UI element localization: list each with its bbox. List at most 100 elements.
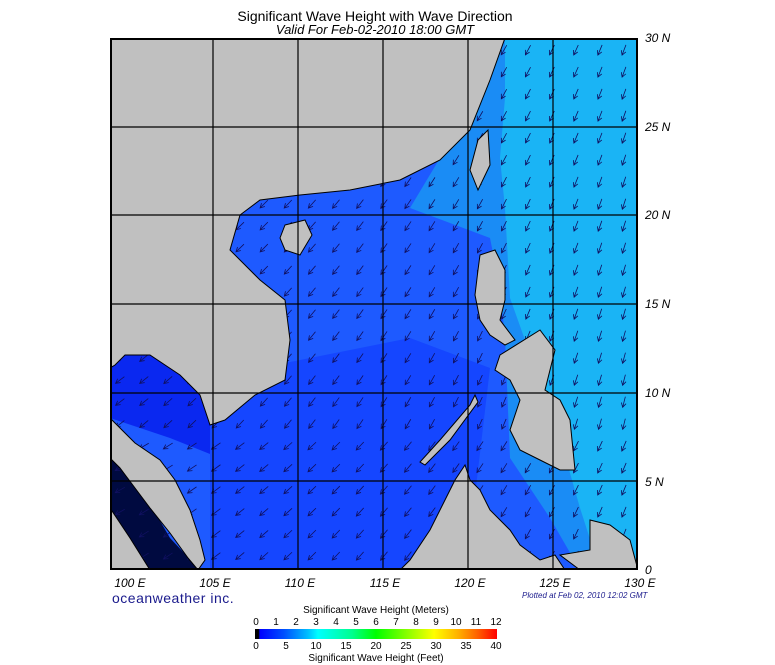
meter-tick-label: 12: [490, 617, 502, 628]
wave-direction-arrow: [524, 507, 532, 518]
wave-direction-arrow: [596, 264, 603, 277]
wave-direction-arrow: [572, 198, 579, 210]
map-title: Significant Wave Height with Wave Direct…: [237, 8, 513, 24]
wave-direction-arrow: [524, 242, 531, 254]
wave-direction-arrow: [404, 177, 412, 188]
wave-direction-arrow: [524, 66, 531, 78]
wave-direction-arrow: [620, 440, 627, 452]
wave-direction-arrow: [428, 177, 436, 188]
wave-direction-arrow: [621, 352, 627, 365]
latitude-label: 20 N: [645, 208, 671, 223]
wave-direction-arrow: [572, 176, 579, 188]
wave-direction-arrow: [163, 420, 173, 429]
wave-direction-arrow: [356, 353, 364, 364]
wave-direction-arrow: [283, 397, 292, 407]
wave-direction-arrow: [452, 243, 460, 254]
wave-direction-arrow: [283, 199, 293, 209]
wave-direction-arrow: [524, 110, 531, 122]
wave-direction-arrow: [283, 507, 293, 517]
latitude-label: 30 N: [645, 31, 671, 45]
wave-direction-arrow: [308, 353, 316, 363]
wave-direction-arrow: [596, 308, 603, 321]
wave-direction-arrow: [139, 354, 149, 362]
wave-direction-arrow: [596, 88, 603, 100]
latitude-label: 0: [645, 563, 652, 578]
feet-tick-label: 15: [340, 641, 352, 652]
wave-direction-arrow: [500, 176, 507, 188]
wave-height-map: [110, 38, 638, 570]
wave-direction-arrow: [331, 551, 341, 561]
wave-direction-arrow: [356, 375, 364, 386]
meter-tick-label: 4: [333, 617, 339, 628]
land-sulawesi: [558, 519, 638, 570]
latitude-label: 10 N: [645, 385, 671, 400]
wave-direction-arrow: [428, 375, 436, 386]
wave-direction-arrow: [332, 353, 340, 364]
wave-direction-arrow: [428, 396, 435, 408]
wave-direction-arrow: [596, 374, 603, 387]
meter-tick-label: 1: [273, 617, 279, 628]
wave-direction-arrow: [500, 110, 507, 122]
wave-direction-arrow: [283, 486, 293, 495]
wave-direction-arrow: [380, 353, 388, 364]
wave-direction-arrow: [524, 264, 531, 276]
wave-direction-arrow: [234, 442, 245, 450]
wave-direction-arrow: [476, 418, 483, 430]
wave-direction-arrow: [283, 265, 292, 275]
wave-direction-arrow: [163, 398, 173, 407]
wave-direction-arrow: [404, 353, 412, 364]
meter-tick-label: 6: [373, 617, 379, 628]
latitude-label: 15 N: [645, 297, 671, 312]
wave-direction-arrow: [596, 154, 603, 166]
wave-direction-arrow: [138, 530, 149, 538]
wave-direction-arrow: [307, 309, 316, 319]
wave-direction-arrow: [596, 484, 603, 496]
wave-direction-arrow: [332, 375, 340, 386]
wave-direction-arrow: [356, 309, 364, 320]
wave-direction-arrow: [596, 66, 603, 78]
feet-tick-label: 40: [490, 641, 502, 652]
wave-direction-arrow: [500, 132, 507, 144]
wave-direction-arrow: [476, 463, 484, 474]
meter-tick-label: 11: [470, 617, 482, 628]
wave-direction-arrow: [596, 396, 603, 409]
wave-direction-arrow: [162, 552, 173, 560]
wave-direction-arrow: [572, 484, 579, 496]
wave-direction-arrow: [187, 397, 197, 407]
wave-direction-arrow: [572, 44, 579, 56]
wave-direction-arrow: [404, 309, 412, 320]
wave-direction-arrow: [114, 486, 125, 494]
wave-direction-arrow: [235, 243, 245, 253]
wave-direction-arrow: [138, 508, 149, 516]
wave-direction-arrow: [428, 265, 436, 276]
wave-direction-arrow: [283, 529, 293, 539]
wave-direction-arrow: [452, 330, 459, 342]
land-borneo: [399, 463, 566, 570]
wave-direction-arrow: [404, 529, 412, 539]
wave-direction-arrow: [403, 463, 412, 473]
wave-direction-arrow: [307, 463, 317, 473]
wave-direction-arrow: [259, 530, 269, 539]
wave-direction-arrow: [380, 419, 388, 430]
wave-direction-arrow: [259, 419, 268, 429]
wave-direction-arrow: [356, 287, 364, 298]
wave-direction-arrow: [355, 485, 365, 495]
wave-direction-arrow: [331, 221, 340, 231]
wave-direction-arrow: [476, 198, 484, 210]
wave-direction-arrow: [331, 529, 341, 539]
wave-direction-arrow: [620, 484, 627, 496]
wave-direction-arrow: [308, 419, 316, 430]
wave-direction-arrow: [307, 485, 317, 495]
wave-direction-arrow: [620, 220, 627, 233]
wave-direction-arrow: [428, 287, 436, 298]
wave-direction-arrow: [620, 462, 627, 474]
wave-direction-arrow: [596, 330, 603, 343]
wave-direction-arrow: [476, 242, 483, 254]
land-sumatra: [110, 507, 151, 570]
wave-direction-arrow: [356, 221, 364, 232]
wave-direction-arrow: [572, 264, 579, 276]
wave-direction-arrow: [524, 154, 531, 166]
wave-direction-arrow: [572, 132, 579, 144]
wave-direction-arrow: [620, 506, 627, 518]
wave-direction-arrow: [572, 396, 579, 409]
